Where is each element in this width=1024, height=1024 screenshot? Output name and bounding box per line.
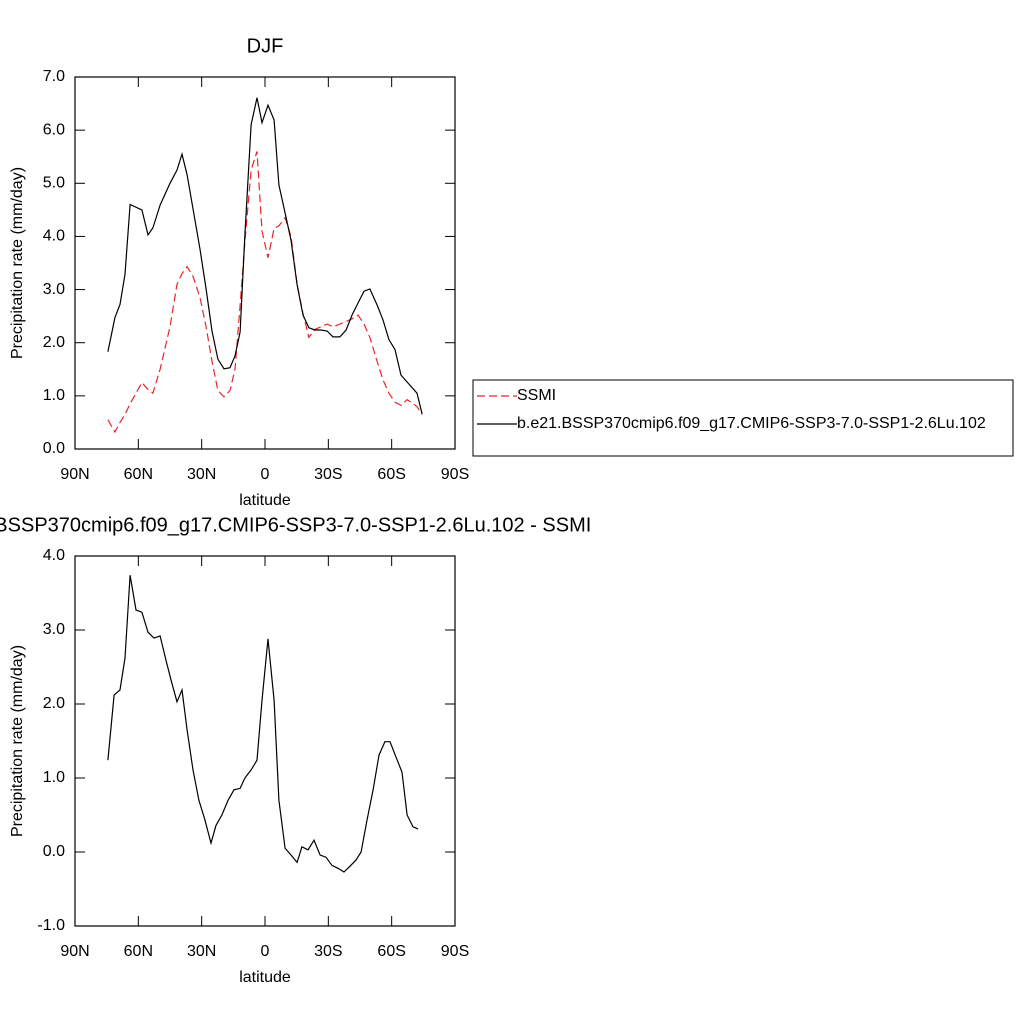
x-tick-label: 60S	[377, 466, 405, 483]
x-axis-label: latitude	[239, 492, 291, 509]
x-tick-label: 90N	[60, 466, 89, 483]
y-tick-label: 4.0	[43, 547, 65, 564]
x-tick-label: 0	[261, 943, 270, 960]
plot-frame	[74, 555, 456, 927]
y-tick-label: 0.0	[43, 440, 65, 457]
y-tick-label: 2.0	[43, 695, 65, 712]
x-tick-label: 90N	[60, 943, 89, 960]
legend-label: b.e21.BSSP370cmip6.f09_g17.CMIP6-SSP3-7.…	[517, 415, 986, 432]
y-tick-label: 7.0	[43, 68, 65, 85]
x-tick-label: 90S	[441, 466, 469, 483]
chart-title: DJF	[247, 35, 284, 57]
plot-frame	[74, 76, 456, 450]
legend-box	[472, 379, 1014, 457]
y-tick-label: 2.0	[43, 334, 65, 351]
data-line	[107, 151, 423, 434]
x-tick-label: 60N	[124, 466, 153, 483]
y-axis-label: Precipitation rate (mm/day)	[9, 645, 26, 837]
x-tick-label: 0	[261, 466, 270, 483]
x-tick-label: 60S	[377, 943, 405, 960]
data-line	[107, 575, 419, 873]
y-tick-label: 1.0	[43, 387, 65, 404]
y-tick-label: 3.0	[43, 281, 65, 298]
y-tick-label: 5.0	[43, 175, 65, 192]
x-tick-label: 30S	[314, 466, 342, 483]
x-tick-label: 30S	[314, 943, 342, 960]
y-tick-label: 3.0	[43, 621, 65, 638]
x-tick-label: 30N	[187, 943, 216, 960]
x-tick-label: 30N	[187, 466, 216, 483]
data-line	[107, 97, 423, 415]
chart-title: b.e21.BSSP370cmip6.f09_g17.CMIP6-SSP3-7.…	[0, 514, 591, 536]
legend-label: SSMI	[517, 387, 556, 404]
y-tick-label: 0.0	[43, 843, 65, 860]
y-tick-label: 6.0	[43, 121, 65, 138]
x-axis-label: latitude	[239, 969, 291, 986]
y-tick-label: -1.0	[37, 917, 65, 934]
x-tick-label: 60N	[124, 943, 153, 960]
y-axis-label: Precipitation rate (mm/day)	[9, 167, 26, 359]
y-tick-label: 4.0	[43, 228, 65, 245]
y-tick-label: 1.0	[43, 769, 65, 786]
x-tick-label: 90S	[441, 943, 469, 960]
